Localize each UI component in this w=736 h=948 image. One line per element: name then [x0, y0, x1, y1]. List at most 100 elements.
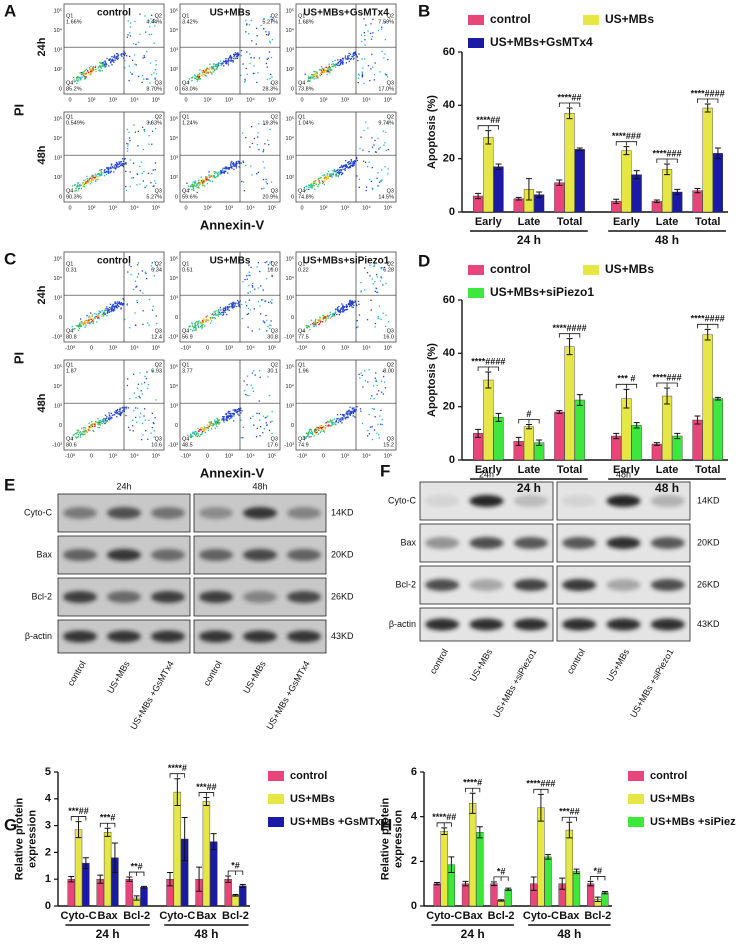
flow-x-tick: 10⁴: [362, 96, 371, 103]
flow-dot: [199, 322, 201, 325]
flow-x-tick: -10³: [65, 453, 75, 459]
blot-band: [107, 507, 141, 519]
flow-dot: [377, 172, 379, 174]
flow-dot: [367, 430, 369, 432]
flow-dot: [217, 64, 220, 66]
flow-dot: [370, 23, 372, 25]
flow-dot: [84, 77, 87, 80]
flow-dot: [335, 171, 337, 173]
flow-dot: [247, 326, 249, 328]
flow-dot: [230, 59, 232, 61]
flow-dot: [191, 322, 193, 324]
flow-dot: [224, 306, 227, 308]
flow-dot: [367, 381, 369, 383]
flow-dot: [374, 322, 377, 325]
error-bar: [133, 895, 140, 901]
bar: [74, 829, 83, 907]
flow-dot: [215, 310, 217, 312]
flow-dot: [373, 429, 376, 431]
flow-dot: [84, 179, 86, 181]
blot-time: 48h: [252, 481, 267, 491]
flow-dot: [202, 318, 204, 320]
flow-dot: [380, 423, 382, 425]
flow-x-tick: 10²: [88, 205, 96, 211]
flow-dot: [229, 418, 231, 420]
legend-swatch: [468, 38, 484, 48]
flow-dot: [242, 160, 244, 162]
lane-label: US+MBs: [468, 647, 495, 683]
flow-dot: [386, 76, 389, 78]
flow-dot: [269, 42, 271, 44]
flow-dot: [262, 161, 264, 163]
y-tick-label: 60: [443, 294, 455, 306]
flow-dot: [315, 77, 317, 79]
significance-label: ****#: [168, 763, 187, 773]
flow-dots: [303, 121, 389, 192]
flow-dot: [331, 420, 333, 422]
flow-dot: [332, 173, 334, 176]
flow-dot: [101, 174, 103, 176]
significance-bracket: [465, 787, 481, 793]
flow-dot: [260, 299, 263, 301]
flow-y-tick: 10³: [286, 403, 294, 409]
flow-dot: [79, 433, 82, 435]
flow-dot: [104, 65, 107, 67]
flow-dot: [205, 320, 207, 322]
flow-dot: [191, 323, 194, 325]
blot-band: [650, 537, 685, 549]
flow-dot: [89, 316, 92, 318]
flow-dot: [119, 413, 122, 416]
bar: [565, 829, 573, 907]
flow-dot: [194, 183, 196, 185]
flow-dot: [120, 163, 123, 166]
flow-dot: [366, 166, 369, 168]
flow-dot: [267, 264, 270, 266]
flow-dot: [227, 410, 230, 413]
flow-dot: [194, 433, 196, 435]
flow-dot: [237, 54, 240, 56]
flow-dot: [327, 176, 329, 179]
flow-dot: [323, 183, 326, 186]
flow-dot: [87, 71, 90, 74]
flow-dot: [233, 302, 235, 304]
flow-dot: [239, 409, 242, 412]
legend-swatch: [268, 771, 284, 781]
flow-dot: [258, 148, 260, 151]
flow-dot: [339, 310, 341, 312]
blot-band: [513, 495, 548, 507]
flow-dot: [139, 290, 141, 292]
flow-y-tick: 10⁴: [286, 383, 295, 390]
flow-dot: [384, 53, 386, 55]
flow-dot: [154, 77, 156, 79]
flow-dot: [327, 177, 329, 180]
error-bar: [714, 396, 721, 401]
flow-dot: [322, 428, 324, 431]
flow-dot: [124, 54, 126, 57]
flow-dot: [132, 419, 134, 421]
flow-dot: [314, 324, 317, 326]
flow-dot: [108, 417, 110, 419]
flow-dot: [267, 34, 269, 36]
flow-dot: [308, 428, 311, 431]
flow-dot: [216, 425, 218, 428]
flow-dot: [343, 309, 345, 311]
flow-x-tick: 0: [206, 453, 209, 459]
flow-dot: [196, 186, 198, 188]
flow-dot: [317, 433, 319, 435]
flow-x-tick: 10⁵: [152, 452, 160, 459]
flow-x-tick: 0: [90, 453, 93, 459]
flow-dot: [312, 76, 314, 78]
flow-dot: [97, 424, 99, 426]
flow-dot: [339, 60, 342, 62]
flow-dot: [323, 68, 325, 70]
flow-dot: [226, 306, 229, 308]
flow-dot: [353, 57, 355, 59]
flow-dot: [333, 170, 335, 172]
flow-dot: [148, 419, 150, 422]
flow-dot: [305, 432, 308, 434]
flow-dot: [76, 184, 78, 186]
flow-dot: [137, 273, 140, 275]
flow-dot: [92, 179, 94, 181]
flow-dot: [148, 143, 150, 145]
flow-dot: [373, 408, 375, 410]
